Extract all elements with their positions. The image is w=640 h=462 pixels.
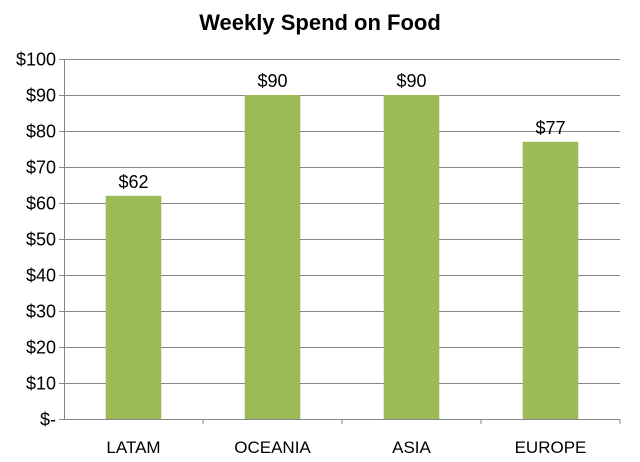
data-label-oceania: $90 (257, 71, 287, 91)
y-tick-label: $50 (26, 230, 56, 250)
y-tick-label: $60 (26, 194, 56, 214)
x-tick-label: ASIA (392, 438, 431, 457)
data-label-latam: $62 (118, 172, 148, 192)
bar-oceania (244, 95, 301, 419)
x-axis-ticks: LATAM OCEANIA ASIA EUROPE (106, 438, 586, 457)
x-tick-label: EUROPE (515, 438, 587, 457)
data-label-asia: $90 (396, 71, 426, 91)
y-tick-label: $10 (26, 374, 56, 394)
axes (59, 59, 621, 424)
bars (105, 95, 579, 420)
bar-europe (522, 141, 579, 420)
y-tick-label: $100 (16, 50, 56, 70)
chart-title: Weekly Spend on Food (199, 10, 441, 35)
y-tick-label: $80 (26, 122, 56, 142)
data-labels: $62 $90 $90 $77 (118, 71, 565, 192)
y-tick-label: $20 (26, 338, 56, 358)
y-tick-label: $70 (26, 158, 56, 178)
y-tick-label: $40 (26, 266, 56, 286)
x-tick-label: LATAM (106, 438, 160, 457)
bar-asia (383, 95, 440, 419)
y-tick-label: $30 (26, 302, 56, 322)
y-tick-label: $- (40, 410, 56, 430)
y-tick-label: $90 (26, 86, 56, 106)
data-label-europe: $77 (535, 118, 565, 138)
y-axis-ticks: $- $10 $20 $30 $40 $50 $60 $70 $80 $90 $100 (16, 50, 56, 430)
x-tick-label: OCEANIA (234, 438, 311, 457)
bar-latam (105, 195, 162, 419)
